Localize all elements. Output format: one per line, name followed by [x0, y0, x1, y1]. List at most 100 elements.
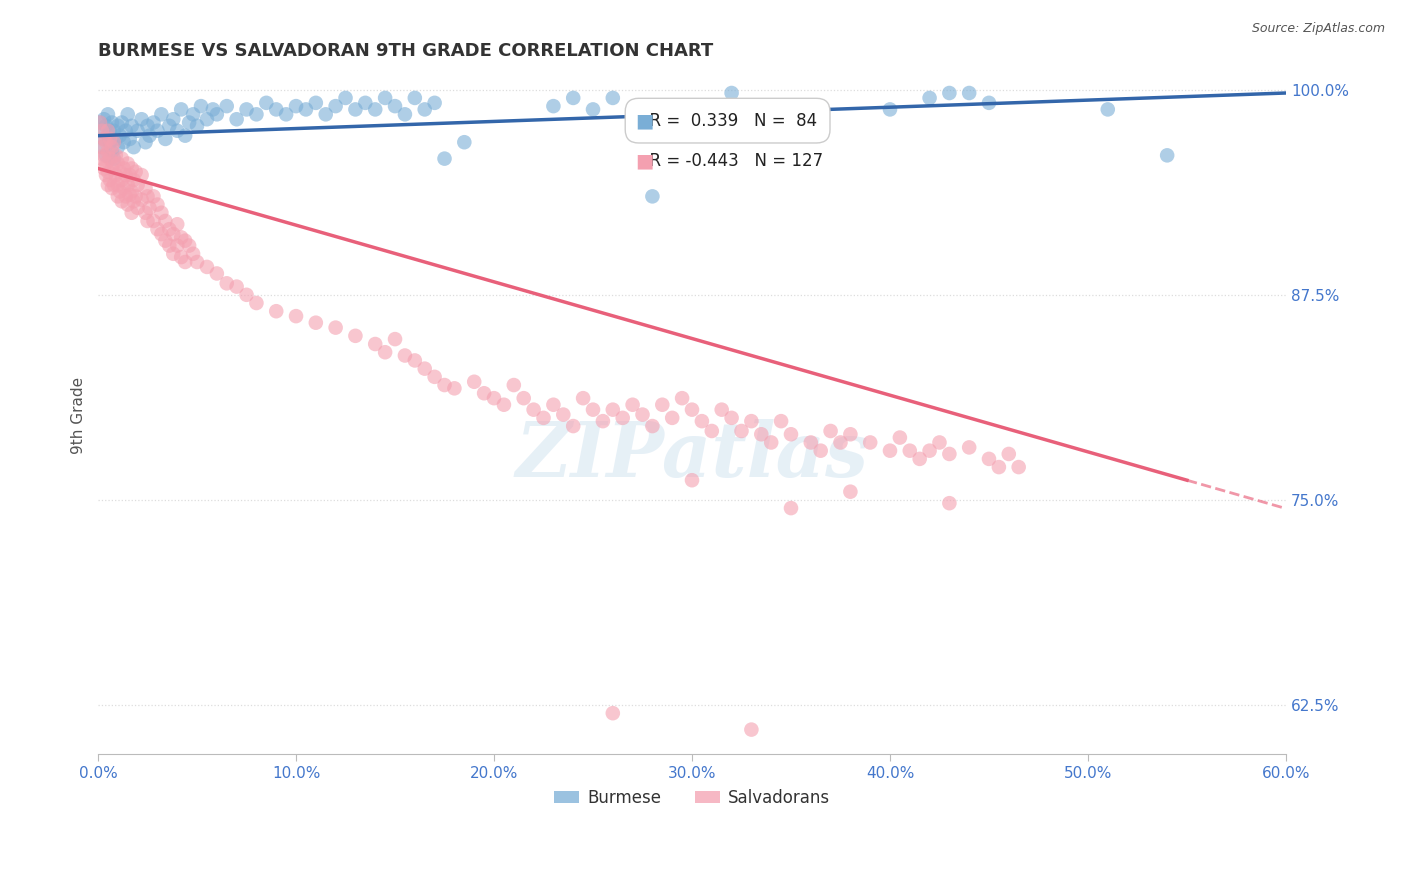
Point — [344, 328, 367, 343]
Point — [285, 99, 308, 113]
Point — [91, 140, 114, 154]
Point — [839, 484, 862, 499]
Point — [482, 391, 505, 405]
Point — [124, 165, 146, 179]
Point — [987, 460, 1010, 475]
Point — [190, 99, 212, 113]
Point — [122, 140, 145, 154]
Point — [740, 414, 762, 428]
Point — [245, 107, 267, 121]
Point — [94, 168, 117, 182]
Point — [205, 107, 228, 121]
Point — [423, 95, 446, 110]
Point — [150, 227, 173, 241]
Point — [186, 255, 208, 269]
Point — [98, 124, 121, 138]
Point — [235, 103, 257, 117]
Point — [138, 201, 160, 215]
Point — [103, 152, 125, 166]
Point — [335, 91, 357, 105]
Point — [463, 375, 485, 389]
Point — [117, 197, 139, 211]
Point — [433, 378, 456, 392]
Point — [97, 107, 120, 121]
Point — [543, 398, 565, 412]
Point — [602, 402, 624, 417]
Point — [150, 107, 173, 121]
Point — [103, 135, 125, 149]
Point — [374, 91, 396, 105]
Point — [918, 443, 941, 458]
Point — [179, 115, 201, 129]
Point — [364, 103, 387, 117]
Point — [918, 91, 941, 105]
Point — [127, 178, 149, 192]
Text: ZIPatlas: ZIPatlas — [516, 419, 869, 493]
Point — [117, 156, 139, 170]
Point — [364, 337, 387, 351]
Point — [859, 435, 882, 450]
Point — [93, 112, 115, 127]
Point — [155, 132, 177, 146]
Point — [135, 206, 157, 220]
Point — [413, 103, 436, 117]
Point — [170, 103, 193, 117]
Point — [631, 408, 654, 422]
Point — [146, 197, 169, 211]
Point — [404, 91, 426, 105]
Point — [111, 115, 134, 129]
Point — [121, 161, 143, 176]
Point — [138, 128, 160, 143]
Point — [780, 501, 803, 516]
Point — [710, 402, 733, 417]
Point — [91, 152, 114, 166]
Point — [146, 222, 169, 236]
Point — [720, 410, 742, 425]
Point — [94, 156, 117, 170]
Point — [215, 277, 238, 291]
Point — [700, 99, 723, 113]
Point — [118, 168, 141, 182]
Point — [315, 107, 337, 121]
Text: R = -0.443   N = 127: R = -0.443 N = 127 — [638, 153, 823, 170]
Point — [533, 410, 555, 425]
Point — [135, 135, 157, 149]
Text: Source: ZipAtlas.com: Source: ZipAtlas.com — [1251, 22, 1385, 36]
Point — [91, 124, 114, 138]
Point — [977, 95, 1000, 110]
Point — [453, 135, 475, 149]
Point — [810, 443, 832, 458]
Point — [492, 398, 515, 412]
Point — [730, 424, 752, 438]
Point — [166, 217, 188, 231]
Point — [111, 152, 134, 166]
Point — [572, 391, 595, 405]
Point — [101, 161, 124, 176]
Point — [93, 161, 115, 176]
Point — [553, 408, 575, 422]
Point — [305, 316, 328, 330]
Point — [740, 723, 762, 737]
Point — [121, 119, 143, 133]
Point — [908, 451, 931, 466]
Point — [201, 103, 224, 117]
Point — [150, 206, 173, 220]
Point — [938, 496, 960, 510]
Point — [114, 124, 136, 138]
Point — [235, 288, 257, 302]
Point — [225, 279, 247, 293]
Point — [681, 473, 703, 487]
Point — [111, 173, 134, 187]
Point — [602, 91, 624, 105]
Point — [582, 103, 605, 117]
Point — [122, 194, 145, 209]
Point — [928, 435, 950, 450]
Point — [97, 178, 120, 192]
Point — [661, 410, 683, 425]
Point — [108, 128, 131, 143]
Point — [117, 107, 139, 121]
Point — [174, 234, 197, 248]
Point — [898, 443, 921, 458]
Point — [103, 124, 125, 138]
Point — [97, 124, 120, 138]
